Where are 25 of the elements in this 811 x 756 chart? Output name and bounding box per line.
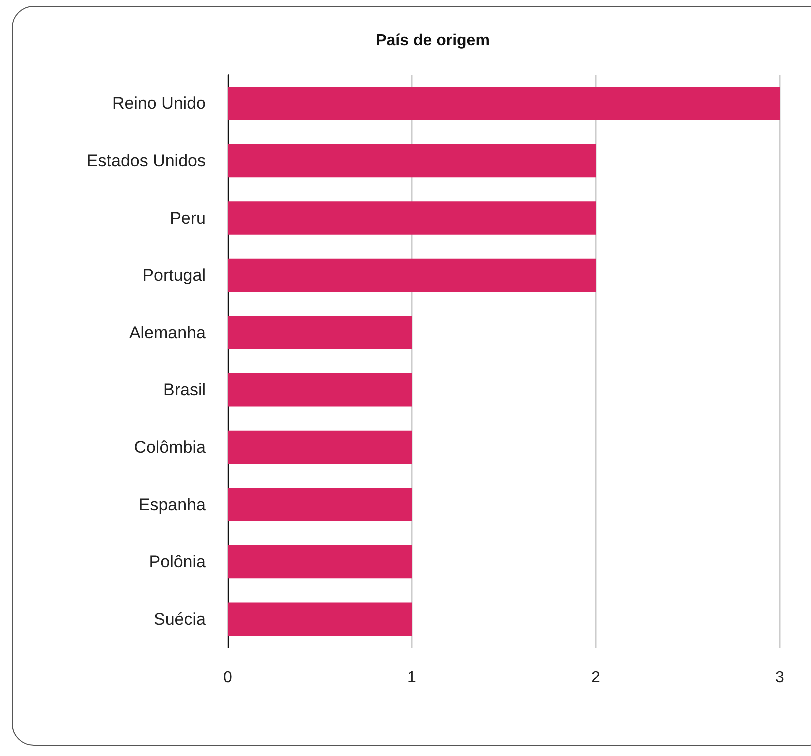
y-tick-label: Colômbia <box>134 438 207 457</box>
x-tick-label: 0 <box>224 670 233 686</box>
bar <box>228 258 596 292</box>
bar <box>228 316 412 350</box>
bar <box>228 202 596 235</box>
y-tick-label: Polônia <box>149 552 207 572</box>
y-tick-label: Reino Unido <box>112 94 206 114</box>
x-tick-label: 1 <box>408 670 417 686</box>
bar <box>228 87 780 120</box>
bar <box>228 488 412 522</box>
bar <box>228 144 596 178</box>
bar <box>228 602 412 636</box>
bar <box>228 374 412 407</box>
bar <box>228 430 412 464</box>
y-tick-label: Alemanha <box>129 323 207 342</box>
x-tick-label: 3 <box>776 670 785 686</box>
bar <box>228 545 412 579</box>
y-tick-label: Suécia <box>154 610 207 629</box>
y-tick-label: Portugal <box>142 266 206 286</box>
y-tick-label: Espanha <box>138 495 207 514</box>
y-tick-label: Peru <box>170 208 206 228</box>
chart-title: País de origem <box>376 32 490 50</box>
x-tick-label: 2 <box>592 670 601 686</box>
y-tick-label: Brasil <box>163 380 206 400</box>
y-tick-label: Estados Unidos <box>86 151 206 170</box>
